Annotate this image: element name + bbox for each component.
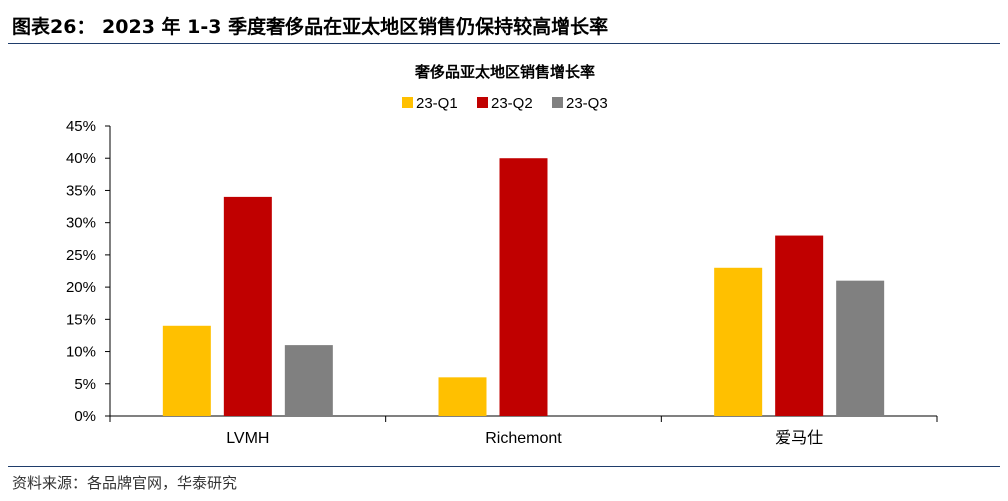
footer-divider: [8, 466, 1000, 467]
chart-axes: 0% 5% 10% 15% 20% 25% 30% 35% 40% 45%: [66, 118, 938, 425]
y-tick-label: 20%: [66, 279, 96, 296]
bar-23-Q2-爱马仕: [775, 235, 824, 416]
bar-23-Q1-LVMH: [162, 325, 211, 416]
y-tick-label: 30%: [66, 215, 96, 232]
legend-label: 23-Q2: [491, 95, 533, 112]
header-divider: [8, 43, 1000, 44]
legend-swatch: [477, 97, 488, 108]
category-label: Richemont: [485, 430, 562, 447]
bar-23-Q1-爱马仕: [714, 267, 763, 416]
category-labels: LVMH Richemont 爱马仕: [226, 429, 823, 447]
y-tick-label: 15%: [66, 311, 96, 328]
y-tick-label: 40%: [66, 150, 96, 167]
y-tick-label: 10%: [66, 344, 96, 361]
y-tick-label: 25%: [66, 247, 96, 264]
y-tick-label: 45%: [66, 118, 96, 135]
source-note: 资料来源：各品牌官网，华泰研究: [12, 474, 238, 492]
y-tick-label: 0%: [74, 408, 96, 425]
y-tick-label: 35%: [66, 182, 96, 199]
bar-23-Q2-LVMH: [223, 196, 272, 416]
bar-23-Q2-Richemont: [499, 158, 548, 416]
y-tick-label: 5%: [74, 376, 96, 393]
bar-23-Q3-LVMH: [284, 345, 333, 416]
category-label: LVMH: [226, 430, 269, 447]
legend-swatch: [552, 97, 563, 108]
legend-label: 23-Q1: [416, 95, 458, 112]
chart-title: 奢侈品亚太地区销售增长率: [414, 63, 595, 81]
bar-23-Q1-Richemont: [438, 377, 487, 416]
figure-caption: 图表26： 2023 年 1-3 季度奢侈品在亚太地区销售仍保持较高增长率: [12, 16, 609, 38]
chart-bars: [162, 158, 885, 416]
legend-swatch: [402, 97, 413, 108]
legend-label: 23-Q3: [566, 95, 608, 112]
bar-23-Q3-爱马仕: [836, 280, 885, 416]
chart-legend: 23-Q1 23-Q2 23-Q3: [402, 95, 608, 112]
category-label: 爱马仕: [775, 429, 823, 447]
